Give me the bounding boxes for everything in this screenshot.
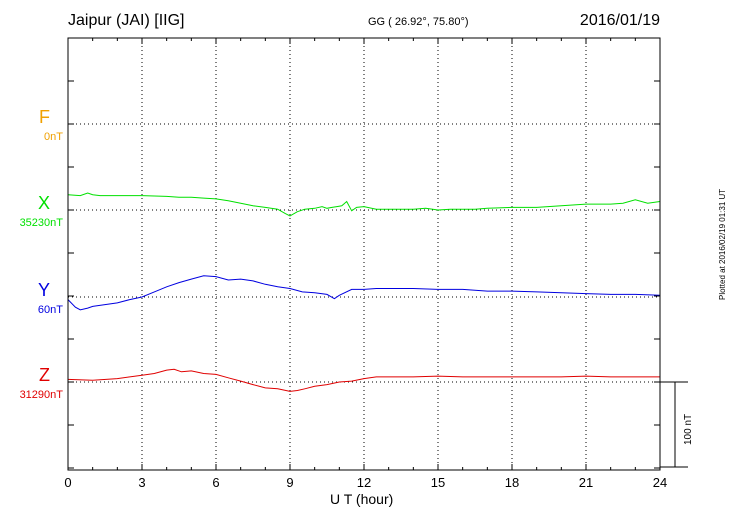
x-tick-label: 6 bbox=[212, 475, 219, 490]
x-tick-label: 9 bbox=[286, 475, 293, 490]
scale-bar bbox=[660, 381, 688, 468]
station-coordinates: GG ( 26.92°, 75.80°) bbox=[368, 16, 469, 28]
series-line-z bbox=[67, 368, 660, 392]
series-lines bbox=[67, 192, 661, 392]
component-name-x: X bbox=[37, 193, 50, 213]
x-tick-label: 12 bbox=[357, 475, 371, 490]
axis-ticks bbox=[67, 38, 661, 470]
x-tick-label: 18 bbox=[505, 475, 519, 490]
component-name-f: F bbox=[39, 107, 50, 127]
x-tick-label: 21 bbox=[579, 475, 593, 490]
component-baseline-x: 35230nT bbox=[19, 217, 63, 229]
component-name-y: Y bbox=[37, 280, 50, 300]
plotted-at-note: Plotted at 2016/02/19 01:31 UT bbox=[718, 188, 727, 300]
x-tick-label: 15 bbox=[431, 475, 445, 490]
x-tick-label: 3 bbox=[138, 475, 145, 490]
station-title: Jaipur (JAI) [IIG] bbox=[68, 12, 185, 29]
x-tick-label: 0 bbox=[64, 475, 71, 490]
series-line-y bbox=[67, 275, 661, 311]
scale-bar-label: 100 nT bbox=[683, 413, 694, 445]
observation-date: 2016/01/19 bbox=[579, 12, 660, 29]
component-baseline-y: 60nT bbox=[37, 304, 63, 316]
component-name-z: Z bbox=[39, 365, 50, 385]
grid-lines bbox=[68, 38, 660, 470]
component-baseline-f: 0nT bbox=[44, 131, 63, 143]
series-line-x bbox=[67, 192, 661, 217]
component-baseline-z: 31290nT bbox=[19, 389, 63, 401]
x-tick-label: 24 bbox=[653, 475, 667, 490]
x-axis-title: U T (hour) bbox=[330, 491, 394, 507]
